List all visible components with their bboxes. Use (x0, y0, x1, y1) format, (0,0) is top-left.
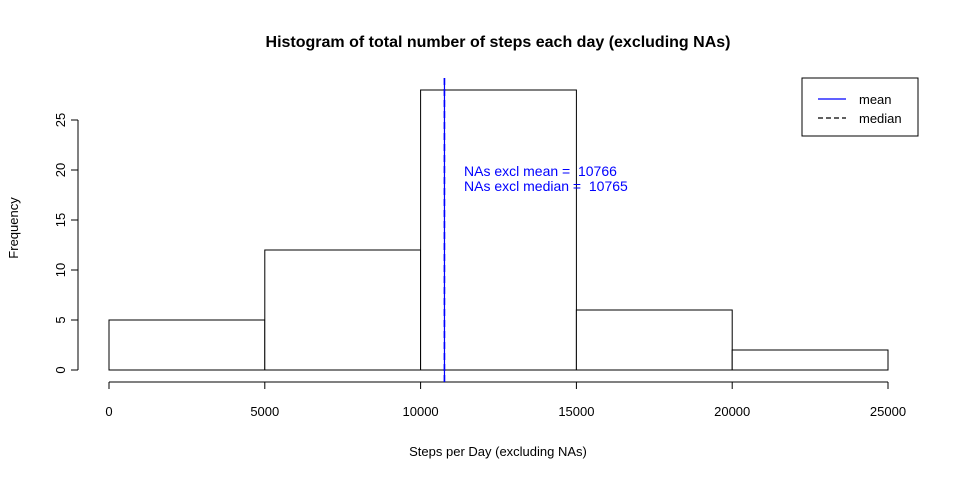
legend-label-mean: mean (859, 92, 892, 107)
histogram-bars (108, 89, 889, 371)
histogram-bar-1 (264, 249, 422, 371)
chart-title: Histogram of total number of steps each … (266, 34, 731, 51)
y-tick-label: 20 (53, 163, 68, 177)
x-tick-label: 15000 (558, 404, 594, 419)
legend: mean median (801, 77, 919, 137)
y-axis-label: Frequency (6, 197, 21, 259)
legend-box (801, 77, 919, 137)
x-tick-label: 25000 (870, 404, 906, 419)
x-axis-label: Steps per Day (excluding NAs) (409, 444, 587, 459)
x-axis: 0 5000 10000 15000 20000 25000 (105, 381, 906, 419)
y-tick-label: 15 (53, 213, 68, 227)
x-tick-label: 10000 (403, 404, 439, 419)
stat-annotation-1: NAs excl median = 10765 (464, 178, 628, 194)
histogram-bar-0 (108, 319, 266, 371)
histogram-bar-4 (731, 349, 889, 371)
y-tick-label: 25 (53, 113, 68, 127)
x-tick-label: 5000 (250, 404, 279, 419)
x-tick-label: 20000 (714, 404, 750, 419)
stat-annotation-0: NAs excl mean = 10766 (464, 163, 617, 179)
legend-label-median: median (859, 111, 902, 126)
y-axis: 0 5 10 15 20 25 (53, 113, 79, 374)
y-tick-label: 10 (53, 263, 68, 277)
histogram-bar-2 (420, 89, 577, 371)
y-tick-label: 5 (53, 316, 68, 323)
y-tick-label: 0 (53, 366, 68, 373)
histogram-bar-3 (575, 309, 733, 371)
x-tick-label: 0 (105, 404, 112, 419)
